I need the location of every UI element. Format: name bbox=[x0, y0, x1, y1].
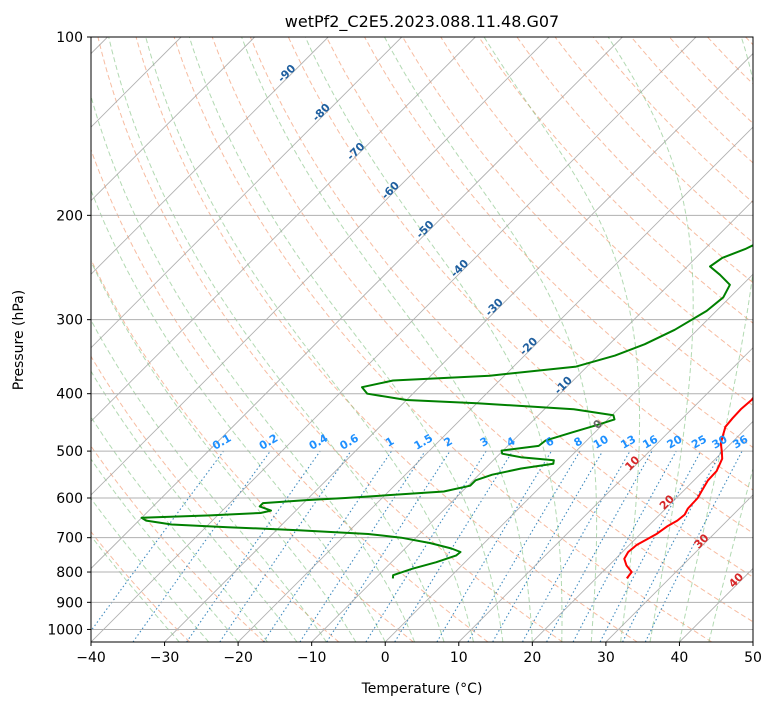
dry-adiabat bbox=[91, 148, 489, 642]
isotherm-line bbox=[91, 37, 403, 349]
x-tick-label: −40 bbox=[76, 650, 106, 666]
dry-adiabat bbox=[516, 37, 753, 284]
moist-adiabat bbox=[384, 37, 598, 642]
isotherm-line bbox=[91, 37, 550, 496]
isotherm-line bbox=[91, 37, 329, 275]
dry-adiabat bbox=[91, 530, 191, 642]
y-tick-label: 400 bbox=[56, 387, 83, 403]
isotherm-line bbox=[384, 273, 753, 642]
dry-adiabat bbox=[135, 37, 638, 642]
moist-adiabat bbox=[241, 37, 533, 642]
moist-adiabat bbox=[91, 260, 357, 642]
moist-adiabat bbox=[91, 458, 239, 642]
dry-adiabat bbox=[325, 37, 753, 491]
dry-adiabats bbox=[91, 37, 753, 642]
dry-adiabat bbox=[402, 37, 753, 407]
y-tick-label: 300 bbox=[56, 313, 83, 329]
dry-adiabat bbox=[363, 37, 753, 449]
x-tick-label: −30 bbox=[150, 650, 180, 666]
dry-adiabat bbox=[440, 37, 753, 365]
isotherm-line bbox=[605, 494, 753, 642]
moist-adiabat bbox=[483, 37, 641, 642]
sounding-series bbox=[140, 244, 753, 580]
x-axis-title: Temperature (°C) bbox=[361, 681, 483, 697]
y-tick-label: 700 bbox=[56, 531, 83, 547]
mixing-ratio-line bbox=[326, 450, 451, 642]
x-tick-label: 50 bbox=[744, 650, 762, 666]
isotherm-line bbox=[91, 37, 623, 570]
y-tick-label: 900 bbox=[56, 595, 83, 611]
mixing-ratio-line bbox=[572, 450, 677, 642]
dry-adiabat bbox=[630, 37, 753, 164]
mixing-ratio-line bbox=[644, 450, 743, 642]
moist-adiabat bbox=[304, 37, 563, 642]
mixing-ratio-line bbox=[522, 450, 631, 642]
isotherm-line bbox=[91, 37, 255, 202]
isotherm-grid bbox=[91, 37, 753, 642]
x-tick-label: −20 bbox=[223, 650, 253, 666]
isotherm-line bbox=[237, 126, 753, 642]
y-tick-label: 800 bbox=[56, 565, 83, 581]
isotherm-line bbox=[91, 37, 697, 642]
y-tick-label: 600 bbox=[56, 491, 83, 507]
moist-adiabat bbox=[607, 37, 694, 642]
moist-adiabat bbox=[188, 37, 504, 642]
y-tick-label: 200 bbox=[56, 208, 83, 224]
dry-adiabat bbox=[91, 258, 414, 642]
dry-adiabat bbox=[554, 37, 753, 244]
mixing-ratio-labels: 0.1 0.2 0.4 0.6 1 1.5 2 3 4 6 8 10 13 16 20 25 30 36 bbox=[210, 431, 750, 452]
mixing-ratio-lines bbox=[91, 450, 743, 642]
y-tick-label: 500 bbox=[56, 444, 83, 460]
isotherm-line bbox=[458, 347, 753, 642]
moist-adiabat bbox=[91, 188, 386, 642]
dry-adiabat bbox=[287, 37, 753, 534]
moist-adiabat bbox=[108, 37, 445, 642]
dry-adiabat bbox=[173, 37, 713, 642]
plot-frame bbox=[90, 36, 754, 643]
x-tick-label: 20 bbox=[523, 650, 541, 666]
isotherm-line bbox=[164, 52, 753, 642]
moist-adiabat bbox=[678, 37, 753, 642]
chart-title: wetPf2_C2E5.2023.088.11.48.G07 bbox=[285, 12, 559, 32]
moist-adiabats bbox=[91, 37, 753, 642]
mixing-ratio-line bbox=[394, 450, 514, 642]
isotherm-line bbox=[311, 200, 753, 642]
x-axis: −40 −30 −20 −10 0 10 20 30 40 50 bbox=[76, 642, 762, 666]
y-tick-label: 1000 bbox=[47, 622, 83, 638]
dry-adiabat bbox=[91, 355, 340, 642]
dry-adiabat bbox=[211, 37, 753, 623]
mixing-ratio-line bbox=[263, 450, 392, 642]
x-tick-label: 10 bbox=[450, 650, 468, 666]
x-tick-label: 40 bbox=[671, 650, 689, 666]
isotherm-line bbox=[532, 420, 753, 642]
mixing-ratio-line bbox=[546, 450, 653, 642]
mixing-ratio-line bbox=[132, 450, 271, 642]
x-tick-label: −10 bbox=[297, 650, 327, 666]
moist-adiabat bbox=[91, 416, 268, 642]
moist-adiabat bbox=[91, 319, 327, 642]
dry-adiabat bbox=[592, 37, 753, 204]
x-tick-label: 30 bbox=[597, 650, 615, 666]
mixing-ratio-line bbox=[186, 450, 321, 642]
moist-adiabat bbox=[145, 37, 474, 642]
mixing-ratio-line bbox=[91, 450, 224, 632]
sounding-line bbox=[140, 244, 753, 579]
y-axis: 100 200 300 400 500 600 700 800 900 1000 bbox=[47, 30, 91, 638]
mixing-ratio-line bbox=[219, 450, 352, 642]
x-tick-label: 0 bbox=[381, 650, 390, 666]
y-tick-label: 100 bbox=[56, 30, 83, 46]
moist-adiabat bbox=[708, 466, 753, 642]
y-axis-title: Pressure (hPa) bbox=[11, 290, 27, 390]
sounding-line bbox=[623, 396, 753, 580]
isotherm-line bbox=[91, 37, 476, 422]
dry-adiabat bbox=[249, 37, 753, 578]
